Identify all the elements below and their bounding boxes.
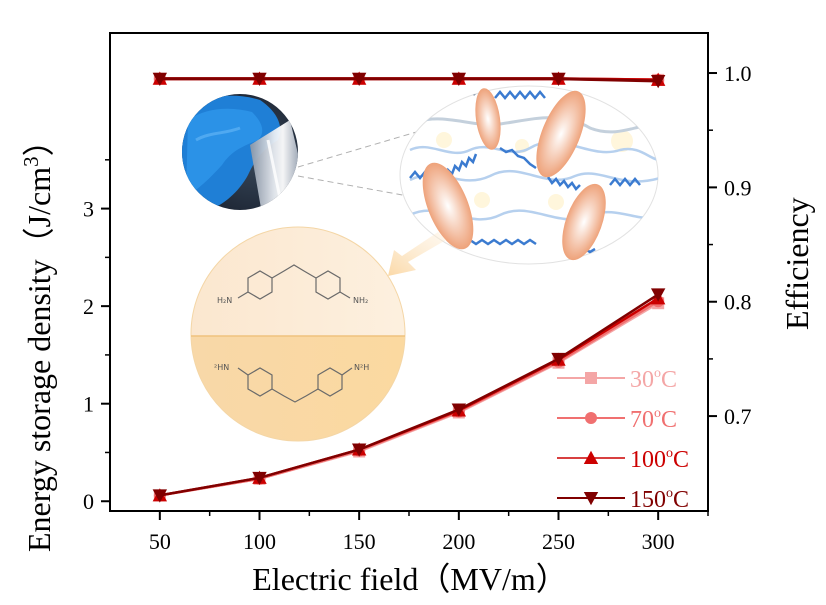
y-axis-right: 0.7 0.8 0.9 1.0 [708, 61, 752, 429]
x-tick-label: 300 [642, 529, 675, 554]
amine-label-bottom-left: ²HN [214, 363, 229, 372]
legend-item: 100oC [557, 446, 689, 473]
y2-tick-label: 0.7 [724, 404, 752, 429]
inset-arrow [388, 232, 446, 276]
x-tick-label: 250 [542, 529, 575, 554]
y-tick-label: 0 [83, 489, 94, 514]
y-tick-label: 3 [83, 197, 94, 222]
y-axis-title-close: ） [21, 124, 57, 156]
inset-diamine-structures: H₂N NH₂ ²HN N²H [190, 226, 406, 442]
series-line [159, 77, 659, 83]
data-point [650, 288, 666, 302]
inset-film-photo [182, 94, 298, 210]
y2-axis-title: Efficiency [779, 197, 815, 330]
legend: 30oC 70oC 100oC 150oC [557, 366, 689, 513]
y-axis-title: Energy storage density（J/cm3） [19, 124, 57, 552]
y-axis-title-superscript: 3 [19, 156, 43, 167]
amine-label-top-left: H₂N [217, 296, 232, 305]
data-point [152, 72, 168, 86]
y2-tick-label: 0.8 [724, 290, 752, 315]
data-point [650, 75, 666, 89]
amine-label-bottom-right: N²H [354, 363, 369, 372]
x-tick-label: 150 [343, 529, 376, 554]
legend-label: 150oC [630, 486, 689, 513]
series-line [159, 293, 659, 497]
series-density-3 [152, 288, 666, 503]
legend-label: 70oC [630, 406, 677, 433]
legend-marker [583, 492, 599, 506]
y2-tick-label: 1.0 [724, 61, 752, 86]
x-tick-label: 200 [442, 529, 475, 554]
data-point [451, 72, 467, 86]
legend-item: 30oC [557, 366, 677, 393]
data-point [451, 403, 467, 417]
data-point [351, 72, 367, 86]
legend-item: 150oC [557, 486, 689, 513]
x-tick-label: 50 [149, 529, 171, 554]
plot-frame [109, 32, 709, 512]
data-point [551, 352, 566, 367]
legend-label: 30oC [630, 366, 677, 393]
data-point [252, 72, 267, 86]
legend-marker [585, 372, 597, 384]
series-efficiency-3 [152, 72, 666, 89]
x-tick-label: 100 [243, 529, 276, 554]
amine-label-top-right: NH₂ [353, 296, 368, 305]
data-point [152, 489, 168, 503]
y-axis-left: 0 1 2 3 [83, 159, 110, 514]
legend-marker [585, 412, 597, 424]
y-axis-title-main: Energy storage density（J/cm [21, 167, 57, 552]
legend-marker [583, 450, 599, 464]
data-point [351, 443, 367, 457]
data-point [252, 471, 267, 486]
x-axis-title: Electric field（MV/m） [252, 561, 567, 597]
series-layer [152, 71, 666, 503]
y2-tick-label: 0.9 [724, 175, 752, 200]
y-tick-label: 2 [83, 294, 94, 319]
x-axis: 50 100 150 200 250 300 [149, 511, 709, 554]
legend-label: 100oC [630, 446, 689, 473]
legend-item: 70oC [557, 406, 677, 433]
data-point [551, 72, 566, 86]
y-tick-label: 1 [83, 392, 94, 417]
